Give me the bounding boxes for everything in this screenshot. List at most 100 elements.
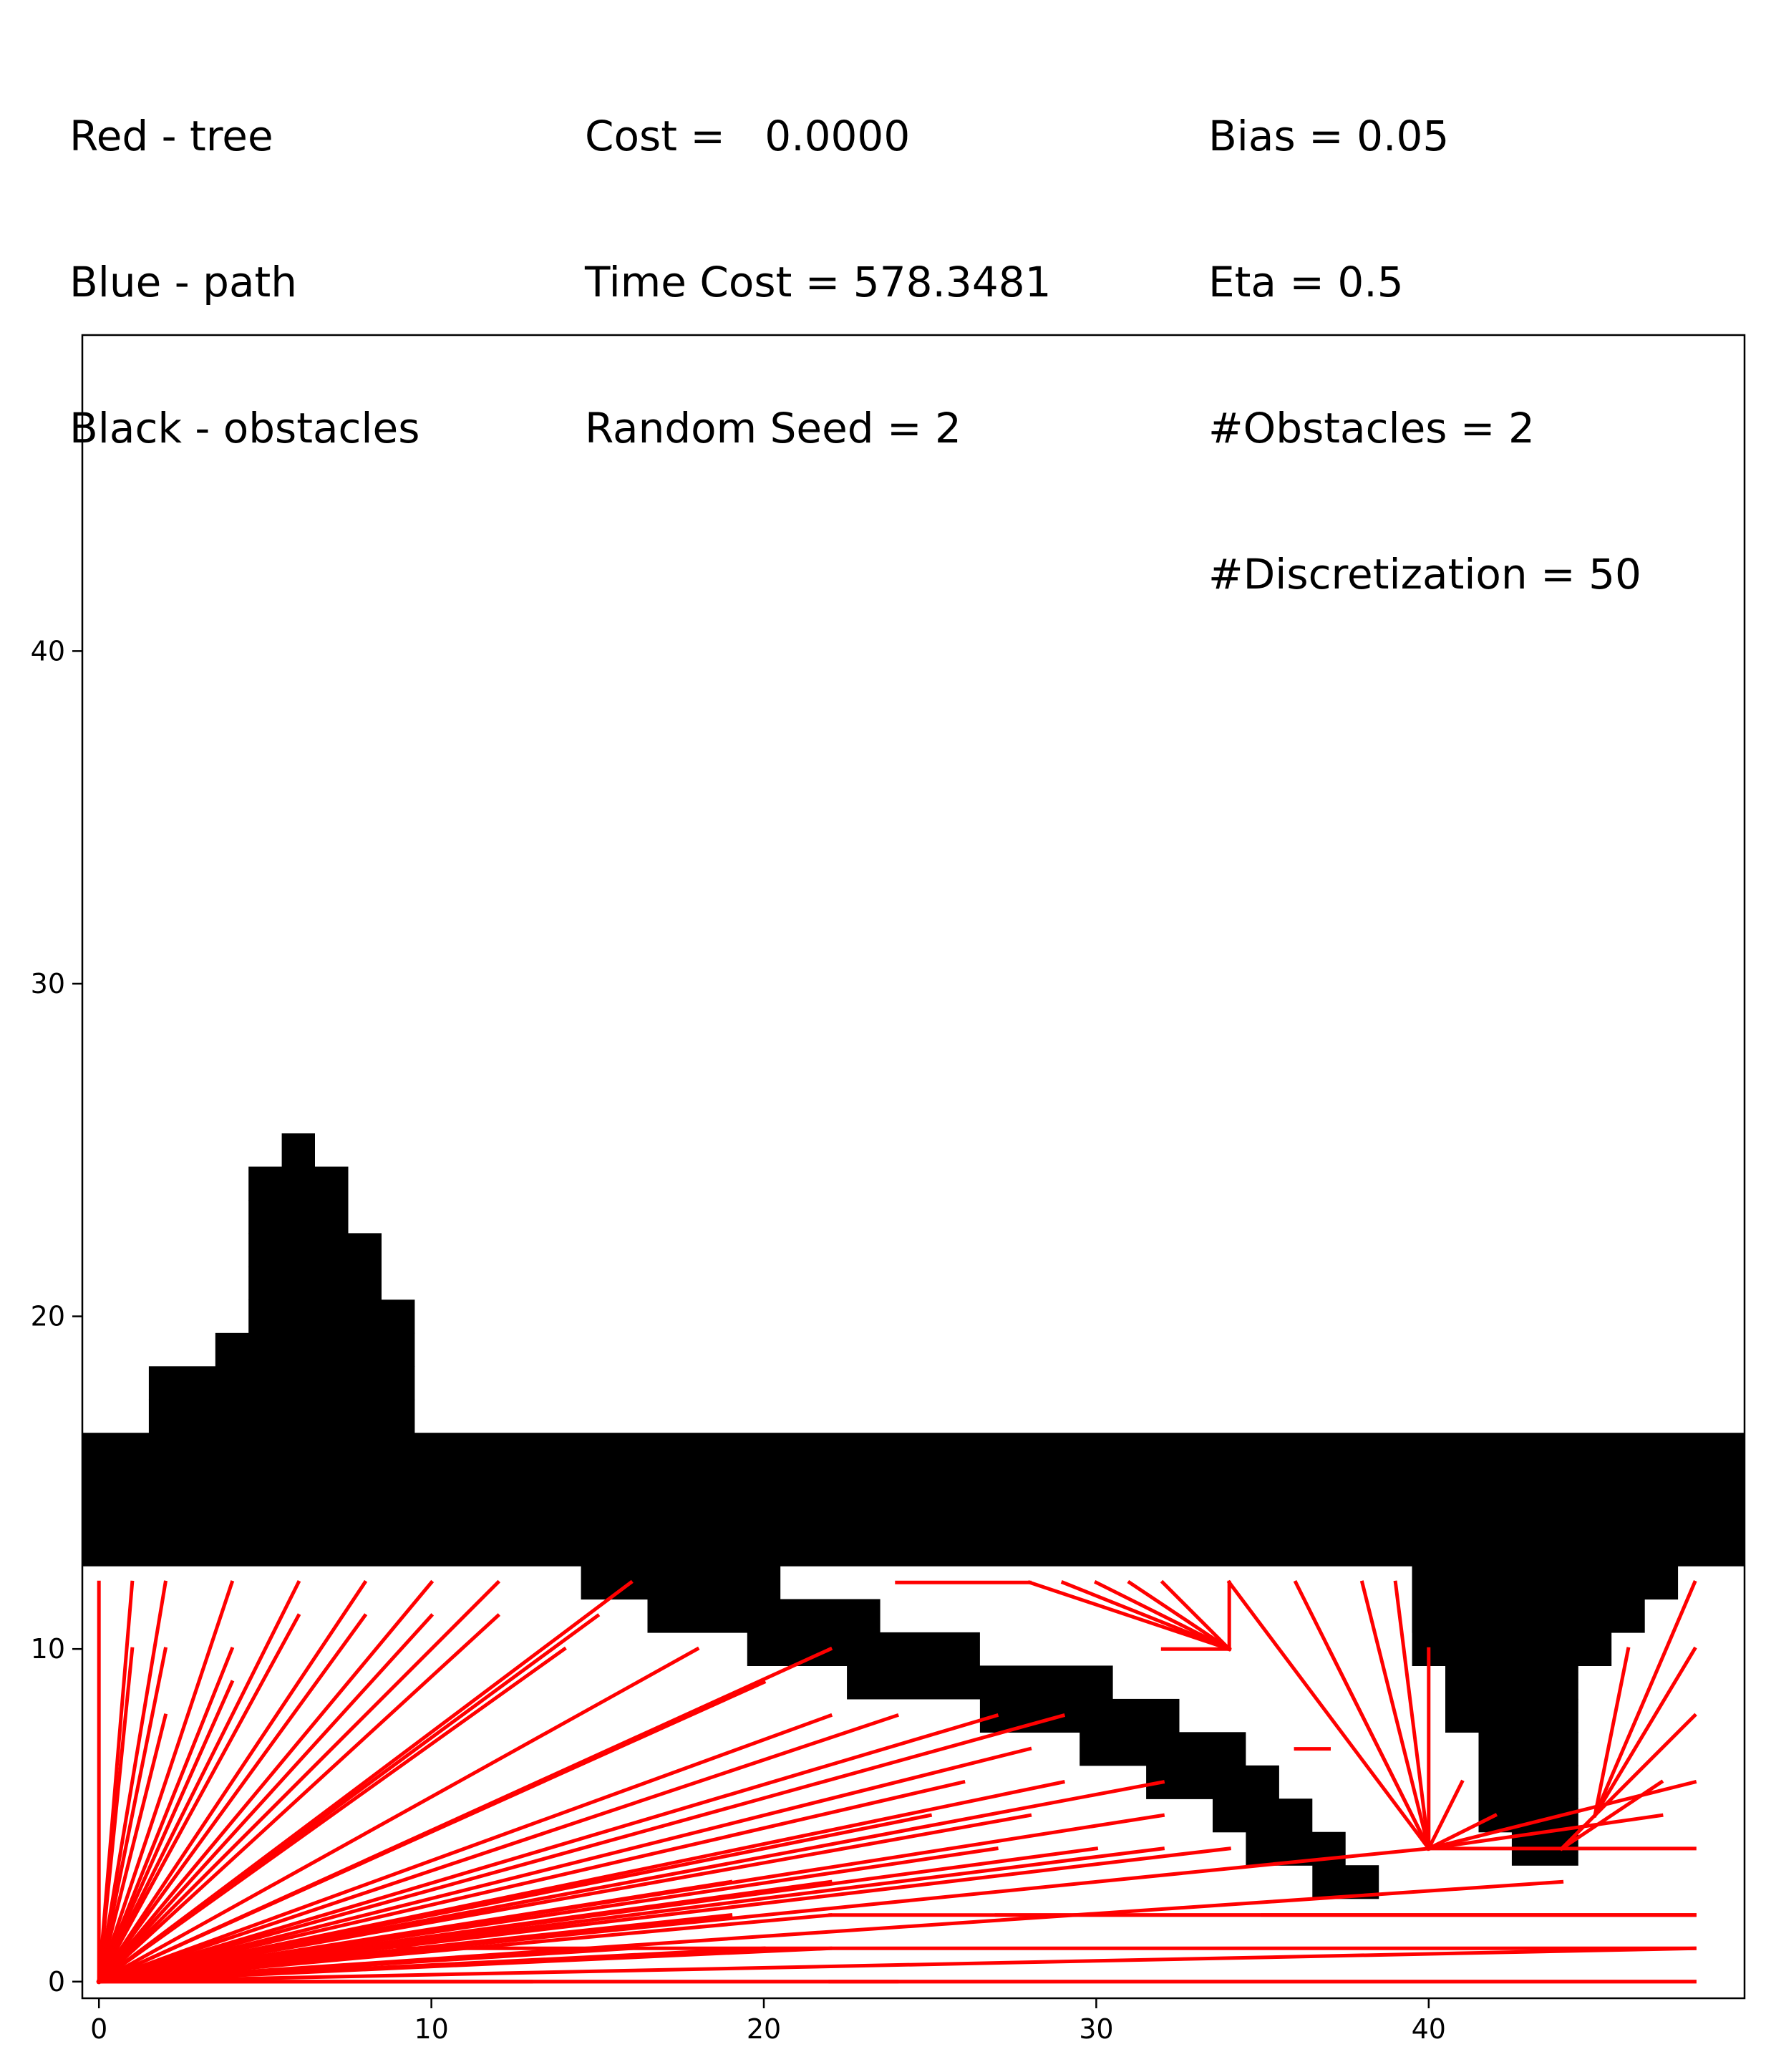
tree-edge: [1593, 1647, 1631, 1818]
obstacle-cell-row: [647, 1599, 880, 1633]
obstacle-cell-row: [248, 1233, 382, 1267]
tree-edge: [96, 1579, 301, 1985]
obstacle-cell-row: [248, 1200, 349, 1234]
legend-line-obstacles: Black - obstacles: [69, 404, 420, 452]
tree-edge: [1226, 1579, 1432, 1851]
params-line-eta: Eta = 0.5: [1208, 258, 1404, 306]
tree-edge: [1559, 1779, 1664, 1851]
tree-edge: [97, 1713, 168, 1984]
legend-line-tree: Red - tree: [69, 112, 273, 160]
obstacle-cell-row: [82, 1499, 1745, 1534]
obstacle-cell-row: [1412, 1599, 1645, 1633]
obstacle-cell-row: [281, 1133, 315, 1168]
tree-edge: [97, 1946, 1697, 1984]
tree-edge: [97, 1713, 1066, 1984]
tree-edge: [96, 1579, 368, 1985]
plot-area: [82, 1133, 1745, 1985]
tree-edge: [97, 1946, 766, 1984]
obstacle-cell-row: [215, 1332, 415, 1367]
x-tick-label: 20: [747, 2013, 781, 2045]
tree-edge: [1027, 1580, 1232, 1652]
obstacle-cell-row: [1080, 1732, 1246, 1766]
tree-edge: [1559, 1812, 1598, 1851]
obstacle-cell-row: [581, 1566, 781, 1600]
axes-frame: [81, 334, 1746, 2000]
tree-edge: [1393, 1580, 1431, 1851]
tree-edge: [97, 1780, 1165, 1984]
tree-edge: [1592, 1646, 1697, 1818]
tree-edge: [1127, 1579, 1232, 1652]
tree-edge: [1160, 1579, 1232, 1652]
tree-edge: [96, 1613, 301, 1985]
tree-edge: [1592, 1580, 1697, 1818]
tree-edge: [97, 1580, 168, 1984]
obstacle-cell-row: [1412, 1566, 1679, 1600]
x-tick-label: 0: [90, 2013, 107, 2045]
tree-edge: [96, 1646, 567, 1985]
tree-edge: [96, 1713, 833, 1985]
obstacle-cell-row: [148, 1366, 415, 1400]
obstacle-cell-row: [1445, 1698, 1578, 1733]
tree-edge: [1359, 1580, 1431, 1851]
tree-edge: [97, 1713, 899, 1984]
obstacle-cell-row: [1478, 1732, 1578, 1766]
tree-edge: [97, 1647, 135, 1984]
params-line-obstacles: #Obstacles = 2: [1208, 404, 1535, 452]
obstacle-cell-row: [1445, 1665, 1578, 1700]
tree-edge: [1592, 1713, 1697, 1819]
tree-edge: [96, 1613, 435, 1985]
y-tick-label: 20: [31, 1301, 65, 1332]
obstacle-cell-row: [1412, 1632, 1612, 1666]
tree-edge: [97, 1879, 1564, 1984]
legend-line-path: Blue - path: [69, 258, 298, 306]
tree-edge: [1426, 1813, 1664, 1851]
tree-edge: [96, 1680, 235, 1985]
obstacle-cell-row: [747, 1632, 980, 1666]
x-tick-label: 10: [414, 2013, 448, 2045]
y-tick-label: 30: [31, 968, 65, 999]
obstacle-cell-row: [1146, 1765, 1279, 1799]
obstacle-cell-row: [1213, 1799, 1313, 1833]
tree-edge: [1426, 1779, 1697, 1851]
obstacle-cell-row: [148, 1399, 415, 1433]
tree-edge: [97, 1713, 999, 1984]
obstacle-cell-row: [82, 1466, 1745, 1500]
params-text: Bias = 0.05 Eta = 0.5 #Obstacles = 2 #Di…: [1208, 14, 1641, 647]
obstacle-cell-row: [248, 1266, 382, 1300]
legend-text: Red - tree Blue - path Black - obstacles: [69, 14, 419, 501]
obstacle-cell-row: [248, 1166, 349, 1201]
tree-edge: [97, 1780, 1065, 1984]
x-tick-label: 40: [1412, 2013, 1446, 2045]
tree-edge: [96, 1579, 435, 1985]
tree-edge: [1094, 1579, 1232, 1652]
params-line-discretization: #Discretization = 50: [1208, 550, 1641, 599]
y-tick-label: 40: [31, 635, 65, 667]
stats-line-time-cost: Time Cost = 578.3481: [585, 258, 1052, 306]
tree-edge: [96, 1579, 634, 1985]
stats-line-random-seed: Random Seed = 2: [585, 404, 961, 452]
tree-edge: [1426, 1813, 1498, 1851]
obstacle-cell-row: [82, 1532, 1745, 1567]
tree-edge: [97, 1846, 1431, 1984]
obstacle-cell-row: [248, 1299, 415, 1334]
tree-edge: [1326, 1646, 1432, 1851]
tree-edge: [96, 1613, 501, 1985]
y-tick-label: 10: [31, 1633, 65, 1665]
tree-edge: [97, 1647, 168, 1984]
obstacle-cell-row: [1478, 1765, 1578, 1799]
tree-edge: [97, 1780, 966, 1984]
tree-edge: [97, 1813, 1165, 1984]
y-tick-label: 0: [48, 1966, 65, 1998]
tree-edge: [96, 1646, 235, 1985]
obstacle-cell-row: [82, 1433, 1745, 1467]
obstacle-cell-row: [847, 1665, 1113, 1700]
stats-text: Cost = 0.0000 Time Cost = 578.3481 Rando…: [585, 14, 1052, 501]
tree-edge: [97, 1746, 1032, 1984]
obstacle-cell-row: [979, 1698, 1180, 1733]
tree-edge: [1426, 1779, 1465, 1851]
stats-line-cost: Cost = 0.0000: [585, 112, 911, 160]
x-tick-label: 30: [1079, 2013, 1113, 2045]
tree-edge: [97, 1846, 1231, 1984]
tree-edge: [96, 1579, 501, 1985]
